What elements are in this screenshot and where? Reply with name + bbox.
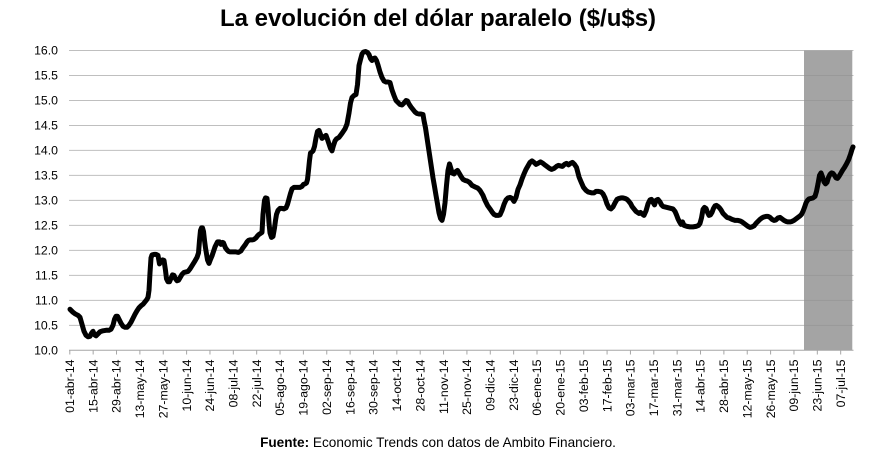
- svg-text:05-ago-14: 05-ago-14: [273, 359, 287, 415]
- svg-text:02-sep-14: 02-sep-14: [320, 359, 334, 415]
- svg-text:10-jun-14: 10-jun-14: [180, 359, 194, 411]
- svg-text:09-dic-14: 09-dic-14: [483, 359, 497, 410]
- svg-text:28-abr-15: 28-abr-15: [717, 359, 731, 412]
- svg-text:25-nov-14: 25-nov-14: [460, 359, 474, 415]
- svg-text:08-jul-14: 08-jul-14: [227, 359, 241, 407]
- svg-text:03-mar-15: 03-mar-15: [624, 359, 638, 416]
- svg-text:22-jul-14: 22-jul-14: [250, 359, 264, 407]
- svg-text:14.0: 14.0: [34, 144, 58, 158]
- svg-text:17-feb-15: 17-feb-15: [600, 359, 614, 412]
- svg-text:13-may-14: 13-may-14: [133, 359, 147, 418]
- svg-text:15.0: 15.0: [34, 94, 58, 108]
- svg-text:23-dic-14: 23-dic-14: [507, 359, 521, 410]
- svg-text:28-oct-14: 28-oct-14: [413, 359, 427, 411]
- svg-text:15-abr-14: 15-abr-14: [86, 359, 100, 412]
- svg-text:01-abr-14: 01-abr-14: [63, 359, 77, 412]
- svg-text:07-jul-15: 07-jul-15: [834, 359, 848, 407]
- svg-text:12-may-15: 12-may-15: [740, 359, 754, 418]
- svg-text:11.0: 11.0: [35, 294, 58, 308]
- svg-text:30-sep-14: 30-sep-14: [367, 359, 381, 415]
- svg-text:16-sep-14: 16-sep-14: [343, 359, 357, 415]
- svg-text:14-abr-15: 14-abr-15: [694, 359, 708, 412]
- svg-text:24-jun-14: 24-jun-14: [203, 359, 217, 411]
- svg-text:23-jun-15: 23-jun-15: [811, 359, 825, 411]
- svg-text:12.0: 12.0: [34, 244, 58, 258]
- svg-text:La evolución del dólar paralel: La evolución del dólar paralelo ($/u$s): [220, 5, 656, 32]
- svg-text:09-jun-15: 09-jun-15: [787, 359, 801, 411]
- svg-text:14-oct-14: 14-oct-14: [390, 359, 404, 411]
- svg-text:13.0: 13.0: [34, 194, 58, 208]
- svg-text:27-may-14: 27-may-14: [156, 359, 170, 418]
- svg-text:15.5: 15.5: [34, 69, 58, 83]
- svg-text:19-ago-14: 19-ago-14: [297, 359, 311, 415]
- svg-text:12.5: 12.5: [34, 219, 58, 233]
- svg-text:13.5: 13.5: [34, 169, 58, 183]
- svg-text:10.0: 10.0: [34, 344, 58, 358]
- svg-text:06-ene-15: 06-ene-15: [530, 359, 544, 415]
- svg-text:20-ene-15: 20-ene-15: [554, 359, 568, 415]
- svg-text:Fuente: Economic Trends con da: Fuente: Economic Trends con datos de Amb…: [260, 435, 616, 450]
- svg-text:11-nov-14: 11-nov-14: [437, 359, 451, 414]
- svg-text:31-mar-15: 31-mar-15: [670, 359, 684, 416]
- svg-text:26-may-15: 26-may-15: [764, 359, 778, 418]
- svg-text:29-abr-14: 29-abr-14: [110, 359, 124, 412]
- svg-text:14.5: 14.5: [34, 119, 58, 133]
- svg-text:17-mar-15: 17-mar-15: [647, 359, 661, 416]
- svg-text:10.5: 10.5: [34, 319, 58, 333]
- svg-text:11.5: 11.5: [35, 269, 58, 283]
- svg-text:03-feb-15: 03-feb-15: [577, 359, 591, 412]
- svg-text:16.0: 16.0: [34, 44, 58, 58]
